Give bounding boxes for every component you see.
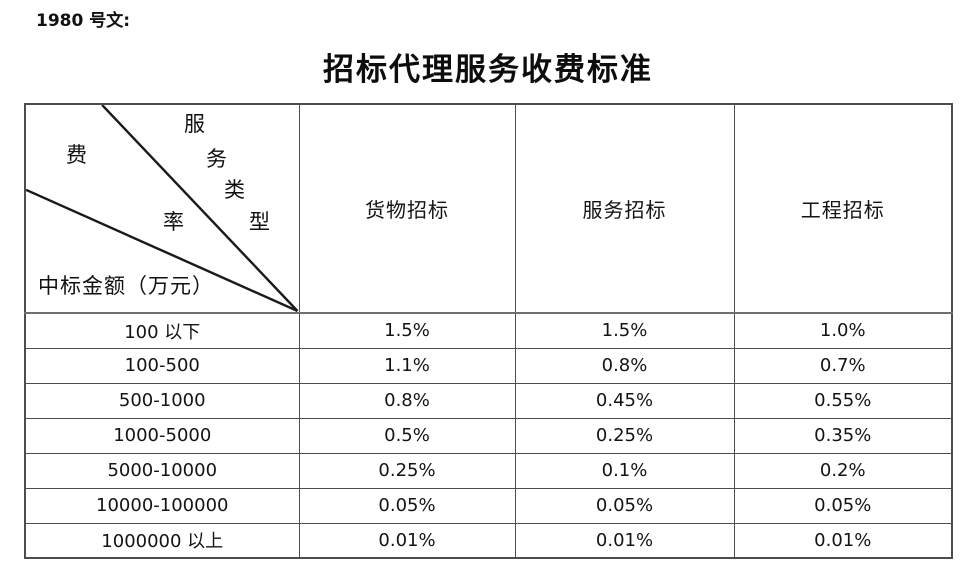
corner-char-service-type: 类 xyxy=(224,178,245,202)
amount-range-cell: 100 以下 xyxy=(24,312,300,349)
rate-cell: 0.7% xyxy=(733,347,953,384)
amount-range-cell: 1000-5000 xyxy=(24,417,300,454)
rate-cell: 0.55% xyxy=(733,382,953,419)
amount-range-cell: 5000-10000 xyxy=(24,452,300,489)
diagonal-divider-lines xyxy=(26,105,299,312)
corner-char-fee-rate: 费 xyxy=(66,143,87,167)
rate-cell: 0.8% xyxy=(514,347,735,384)
rate-cell: 0.05% xyxy=(298,487,516,524)
amount-range-cell: 1000000 以上 xyxy=(24,522,300,559)
rate-cell: 1.0% xyxy=(733,312,953,349)
corner-cell: 服 务 类 型 费 率 中标金额（万元） xyxy=(24,103,300,314)
rate-cell: 0.1% xyxy=(514,452,735,489)
rate-cell: 0.25% xyxy=(298,452,516,489)
column-header-services: 服务招标 xyxy=(514,103,735,314)
rate-cell: 0.25% xyxy=(514,417,735,454)
corner-char-fee-rate: 率 xyxy=(163,210,184,234)
doc-ref: 1980 号文: xyxy=(36,11,131,31)
rate-cell: 0.01% xyxy=(298,522,516,559)
column-header-goods: 货物招标 xyxy=(298,103,516,314)
page-title: 招标代理服务收费标准 xyxy=(323,52,653,87)
rate-cell: 0.05% xyxy=(733,487,953,524)
amount-range-cell: 500-1000 xyxy=(24,382,300,419)
rate-cell: 0.45% xyxy=(514,382,735,419)
table-row: 100-500 1.1% 0.8% 0.7% xyxy=(24,347,953,384)
rate-cell: 0.2% xyxy=(733,452,953,489)
fee-table-body: 100 以下 1.5% 1.5% 1.0% 100-500 1.1% 0.8% 0.7% 500… xyxy=(24,312,953,559)
amount-range-cell: 100-500 xyxy=(24,347,300,384)
rate-cell: 0.01% xyxy=(514,522,735,559)
table-row: 500-1000 0.8% 0.45% 0.55% xyxy=(24,382,953,419)
rate-cell: 0.5% xyxy=(298,417,516,454)
table-row: 1000000 以上 0.01% 0.01% 0.01% xyxy=(24,522,953,559)
amount-range-cell: 10000-100000 xyxy=(24,487,300,524)
rate-cell: 0.05% xyxy=(514,487,735,524)
corner-char-service-type: 务 xyxy=(206,147,227,171)
corner-char-service-type: 型 xyxy=(249,210,270,234)
rate-cell: 1.1% xyxy=(298,347,516,384)
corner-char-service-type: 服 xyxy=(184,112,205,136)
column-header-engineering: 工程招标 xyxy=(733,103,953,314)
table-row: 5000-10000 0.25% 0.1% 0.2% xyxy=(24,452,953,489)
header-row: 服 务 类 型 费 率 中标金额（万元） 货物招标 服务招标 工程招标 xyxy=(24,103,953,314)
rate-cell: 1.5% xyxy=(514,312,735,349)
table-row: 1000-5000 0.5% 0.25% 0.35% xyxy=(24,417,953,454)
fee-table: 服 务 类 型 费 率 中标金额（万元） 货物招标 服务招标 工程招标 100 … xyxy=(24,103,953,559)
amount-axis-label: 中标金额（万元） xyxy=(38,274,214,298)
rate-cell: 0.35% xyxy=(733,417,953,454)
rate-cell: 0.8% xyxy=(298,382,516,419)
rate-cell: 1.5% xyxy=(298,312,516,349)
table-row: 100 以下 1.5% 1.5% 1.0% xyxy=(24,312,953,349)
table-row: 10000-100000 0.05% 0.05% 0.05% xyxy=(24,487,953,524)
rate-cell: 0.01% xyxy=(733,522,953,559)
